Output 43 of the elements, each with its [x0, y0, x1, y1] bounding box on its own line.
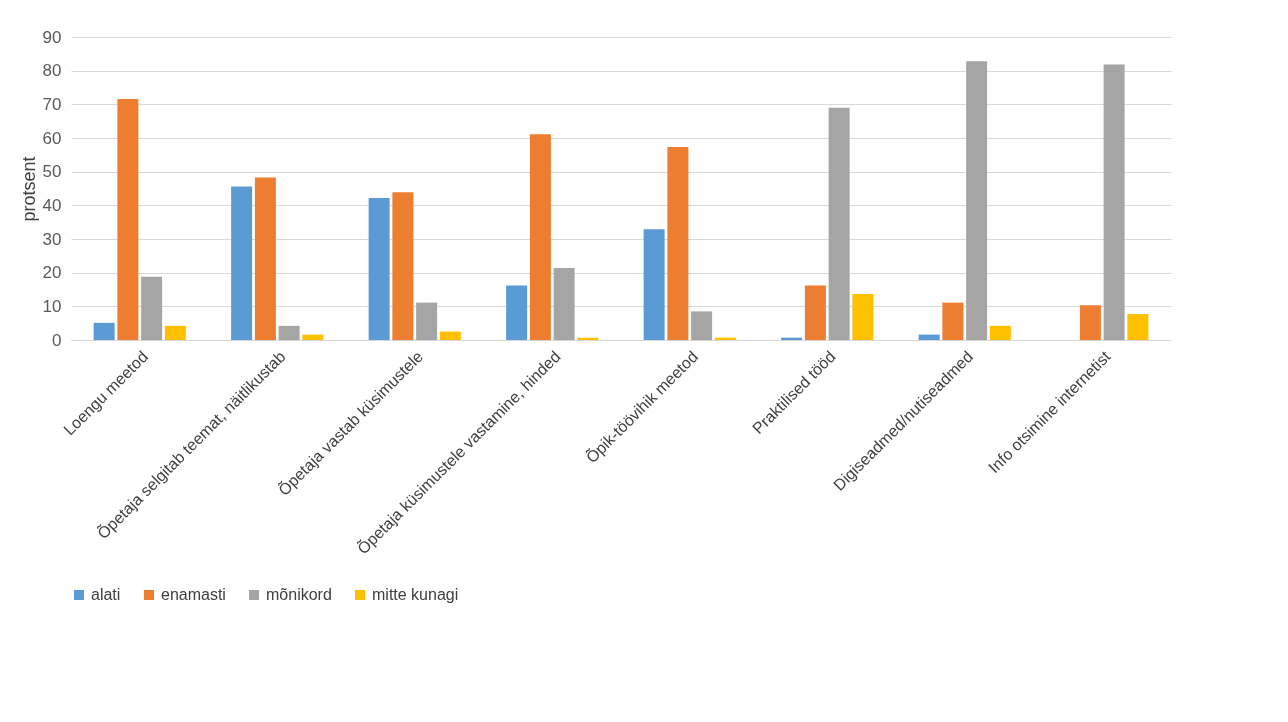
legend-label: mitte kunagi	[372, 586, 459, 603]
bar	[278, 325, 300, 340]
y-tick-label: 40	[42, 195, 62, 215]
bar	[254, 177, 276, 340]
bar	[392, 192, 414, 340]
bar	[966, 61, 988, 340]
y-tick-label: 70	[42, 94, 62, 114]
bar	[439, 331, 461, 340]
y-tick-label: 0	[52, 330, 62, 350]
bar	[989, 325, 1011, 340]
bar	[852, 293, 874, 340]
bar	[1079, 305, 1101, 340]
bar	[117, 98, 139, 340]
bar	[231, 186, 253, 340]
bar	[942, 302, 964, 340]
y-tick-label: 60	[42, 128, 62, 148]
bar	[93, 322, 115, 340]
y-tick-label: 10	[42, 296, 62, 316]
bar	[691, 311, 713, 340]
bar	[529, 134, 551, 340]
bar	[828, 107, 850, 340]
bar	[667, 147, 689, 340]
y-tick-label: 90	[42, 27, 62, 47]
bar	[164, 325, 186, 340]
legend-label: alati	[91, 586, 121, 603]
y-axis-title: protsent	[18, 156, 39, 222]
bar	[643, 229, 665, 340]
bar	[302, 334, 324, 340]
bar	[506, 285, 528, 340]
y-tick-label: 50	[42, 162, 62, 182]
legend-label: enamasti	[161, 586, 226, 603]
bar	[1127, 314, 1149, 340]
bar	[368, 197, 390, 340]
bar	[1103, 64, 1125, 340]
bar	[918, 334, 940, 340]
y-tick-label: 30	[42, 229, 62, 249]
bar	[416, 302, 438, 340]
y-tick-label: 80	[42, 61, 62, 81]
bar	[553, 267, 575, 340]
legend-label: mõnikord	[266, 586, 332, 603]
bar	[804, 285, 826, 340]
bar	[141, 276, 163, 340]
y-tick-label: 20	[42, 263, 62, 283]
